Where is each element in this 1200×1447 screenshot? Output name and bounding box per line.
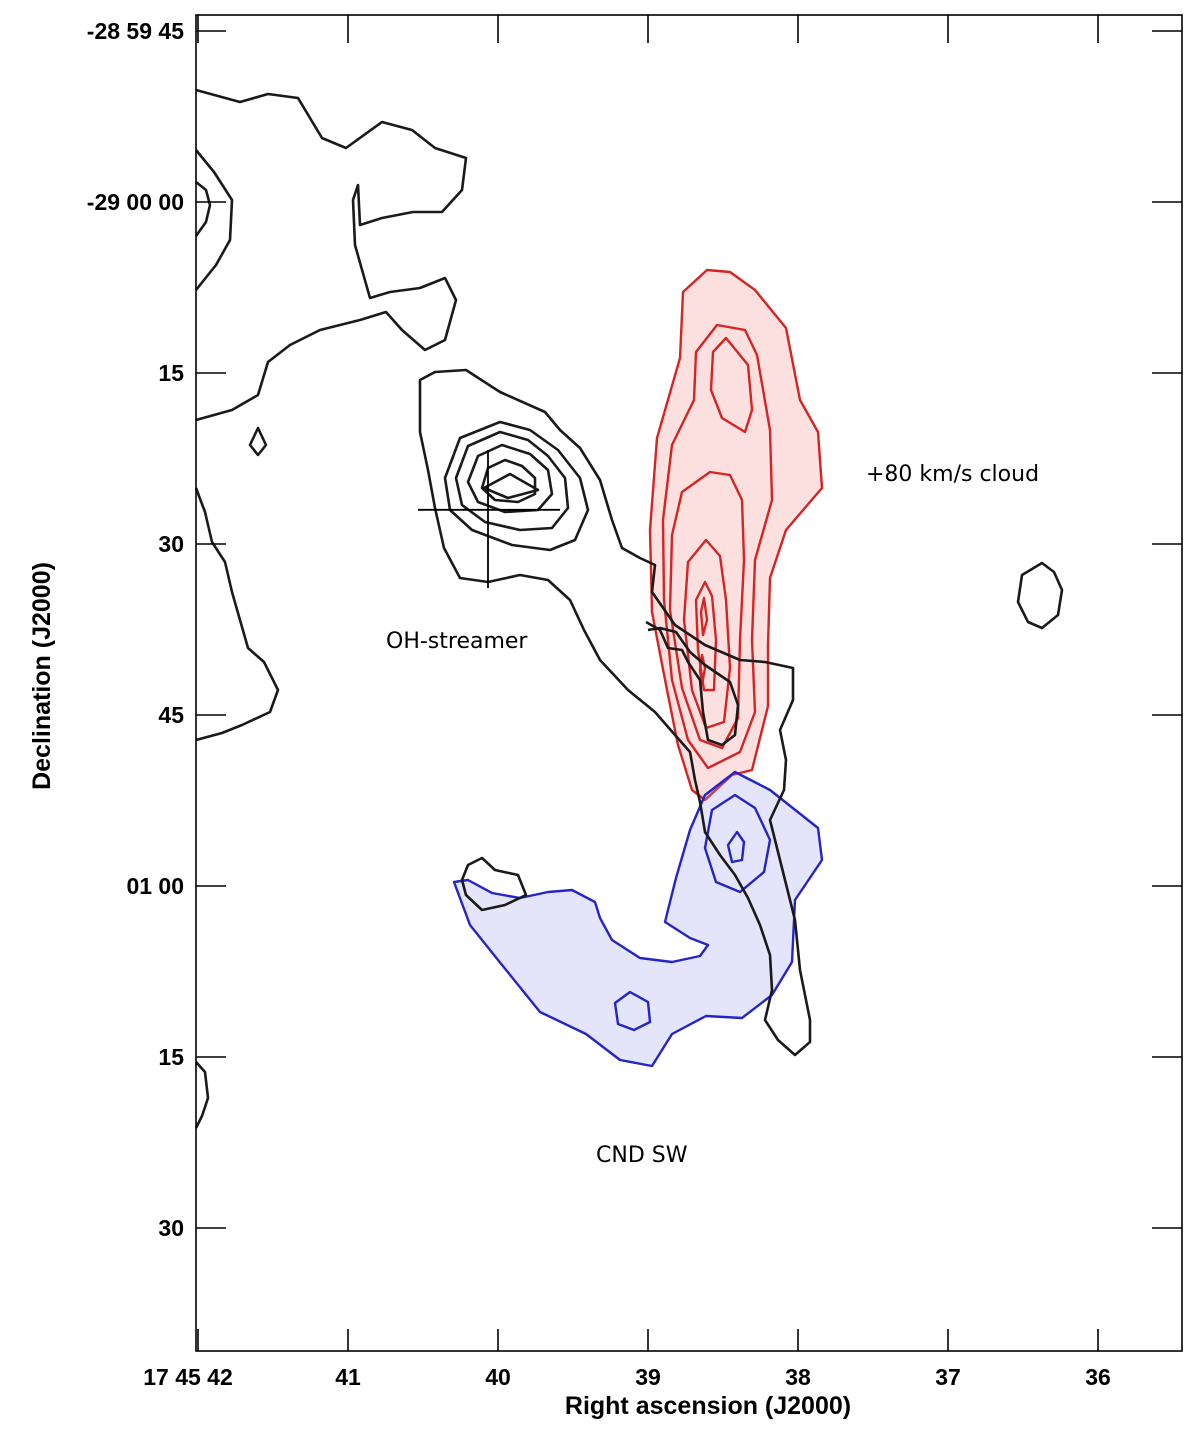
blue-contour-peak-north [726,830,746,864]
contour-layer [194,88,1064,1129]
annotation-cnd-sw: CND SW [596,1143,688,1168]
blue-contour-outer [452,770,824,1068]
x-axis-title: Right ascension (J2000) [565,1392,851,1420]
black-contour-west-bottom [194,1061,210,1129]
x-axis-ticks: 17 45 42 41 40 39 38 37 36 [143,15,1111,1390]
black-contour-oh-core-3 [466,443,554,514]
blue-contour-peak-south [613,990,652,1032]
black-contour-west-small-inner [194,180,212,237]
red-contour-3 [709,336,754,434]
black-contour-east-blob [1016,561,1064,630]
black-contour-west-small-top [194,149,234,291]
black-contour-oh-core-5 [482,472,540,500]
y-axis-title: Declination (J2000) [28,562,56,790]
x-tick-label: 17 45 42 [143,1364,233,1390]
x-tick-label: 41 [335,1364,361,1390]
black-contour-north-large [195,88,468,422]
black-contour-oh-core-2 [454,430,570,532]
y-tick-label: 30 [158,531,184,557]
red-contour-6 [694,580,718,692]
x-tick-label: 40 [485,1364,511,1390]
annotation-80kms-cloud: +80 km/s cloud [866,462,1039,487]
y-tick-label: 30 [158,1215,184,1241]
x-tick-label: 36 [1085,1364,1111,1390]
black-contour-oh-core-4 [480,458,537,504]
black-contour-cnd-nw [460,856,528,912]
y-axis-ticks: -28 59 45 -29 00 00 15 30 45 01 00 15 30 [87,18,1182,1241]
y-tick-label: 45 [158,702,184,728]
y-tick-label: -28 59 45 [87,18,184,44]
black-contour-oh-core-1 [443,420,590,552]
black-contour-oh-streamer [418,368,812,1057]
red-contour-7 [699,596,709,637]
annotation-oh-streamer: OH-streamer [386,629,528,654]
blue-contour-inner-north [703,793,772,894]
position-cross-marker [418,450,560,588]
black-contour-inner-wiggle [645,620,740,747]
x-tick-label: 39 [635,1364,661,1390]
red-contour-2 [661,323,774,770]
y-tick-label: 15 [158,360,184,386]
y-tick-label: -29 00 00 [87,189,184,215]
black-contour-west-edge [194,487,280,742]
plot-frame [195,14,1183,1352]
black-contour-small-loop [248,426,268,457]
y-tick-label: 01 00 [126,873,184,899]
red-contour-4 [668,470,746,750]
y-tick-label: 15 [158,1044,184,1070]
red-contour-5 [682,538,732,730]
x-tick-label: 38 [785,1364,811,1390]
x-tick-label: 37 [935,1364,961,1390]
